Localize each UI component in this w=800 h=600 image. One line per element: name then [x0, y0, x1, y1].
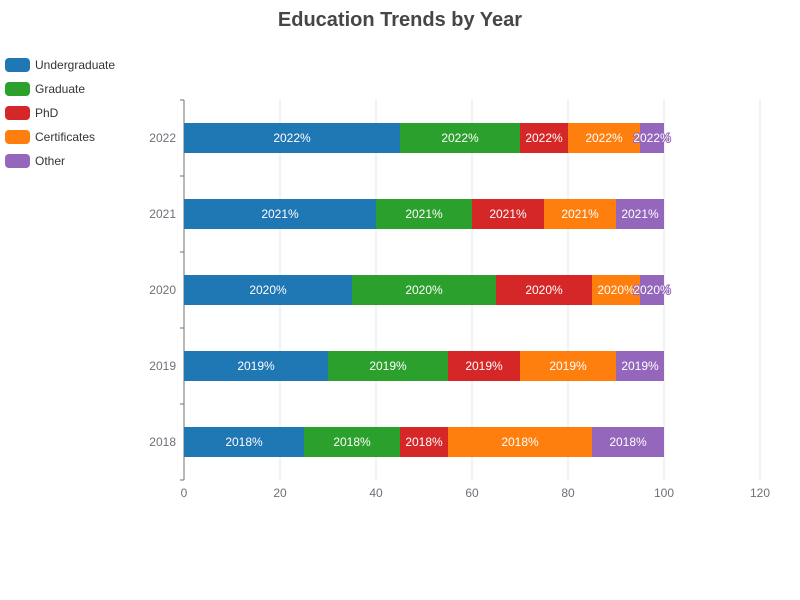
bar-segment	[304, 427, 400, 457]
data-label: 2021%	[405, 207, 443, 221]
bar-segment	[640, 123, 664, 153]
data-label: 2020%	[525, 283, 563, 297]
legend-item-certificates[interactable]: Certificates	[5, 125, 115, 149]
legend-label: Certificates	[35, 130, 96, 144]
bar-segment	[184, 351, 328, 381]
bar-segment	[184, 427, 304, 457]
x-tick-label: 0	[181, 486, 188, 500]
y-tick-label: 2019	[149, 359, 176, 373]
data-label: 2019%	[549, 359, 587, 373]
bar-segment	[184, 199, 376, 229]
bar-segment	[568, 123, 640, 153]
data-label: 2022%	[273, 131, 311, 145]
data-label: 2022%	[441, 131, 479, 145]
legend-swatch	[5, 106, 30, 120]
bar-segment	[592, 427, 664, 457]
bar-segment	[400, 123, 520, 153]
bar-segment	[520, 123, 568, 153]
data-label: 2019%	[465, 359, 503, 373]
x-tick-label: 100	[654, 486, 674, 500]
x-tick-label: 80	[561, 486, 575, 500]
data-label: 2022%	[633, 131, 671, 145]
data-label: 2018%	[609, 435, 647, 449]
legend-swatch	[5, 154, 30, 168]
legend-label: Undergraduate	[35, 58, 116, 72]
legend-item-undergraduate[interactable]: Undergraduate	[5, 53, 115, 77]
data-label: 2022%	[525, 131, 563, 145]
bar-segment	[496, 275, 592, 305]
legend-label: Other	[35, 154, 66, 168]
data-label: 2020%	[405, 283, 443, 297]
bar-segment	[616, 351, 664, 381]
data-label: 2019%	[369, 359, 407, 373]
legend-label: Graduate	[35, 82, 86, 96]
x-tick-label: 60	[465, 486, 479, 500]
data-label: 2018%	[333, 435, 371, 449]
bar-segment	[328, 351, 448, 381]
bar-segment	[376, 199, 472, 229]
data-label: 2021%	[561, 207, 599, 221]
x-tick-label: 120	[750, 486, 770, 500]
data-label: 2020%	[633, 283, 671, 297]
legend-item-graduate[interactable]: Graduate	[5, 77, 115, 101]
data-label: 2018%	[501, 435, 539, 449]
data-label: 2019%	[621, 359, 659, 373]
bar-segment	[352, 275, 496, 305]
legend-swatch	[5, 58, 30, 72]
bar-segment	[520, 351, 616, 381]
bar-segment	[448, 427, 592, 457]
legend-swatch	[5, 82, 30, 96]
bar-segment	[472, 199, 544, 229]
data-label: 2020%	[597, 283, 635, 297]
data-label: 2020%	[249, 283, 287, 297]
legend-item-phd[interactable]: PhD	[5, 101, 115, 125]
y-tick-label: 2020	[149, 283, 176, 297]
bar-segment	[184, 123, 400, 153]
data-label: 2021%	[621, 207, 659, 221]
bar-segment	[592, 275, 640, 305]
legend-swatch	[5, 130, 30, 144]
bar-segment	[544, 199, 616, 229]
chart-title: Education Trends by Year	[277, 9, 523, 31]
bar-segment	[400, 427, 448, 457]
data-label: 2019%	[237, 359, 275, 373]
legend: Undergraduate Graduate PhD Certificates …	[5, 53, 115, 173]
bar-segment	[184, 275, 352, 305]
data-label: 2021%	[261, 207, 299, 221]
y-tick-label: 2022	[149, 131, 176, 145]
bar-segment	[616, 199, 664, 229]
bar-segment	[448, 351, 520, 381]
data-label: 2018%	[225, 435, 263, 449]
bar-segment	[640, 275, 664, 305]
x-tick-label: 20	[273, 486, 287, 500]
legend-item-other[interactable]: Other	[5, 149, 115, 173]
legend-label: PhD	[35, 106, 59, 120]
data-label: 2018%	[405, 435, 443, 449]
y-tick-label: 2021	[149, 207, 176, 221]
data-label: 2021%	[489, 207, 527, 221]
data-label: 2022%	[585, 131, 623, 145]
x-tick-label: 40	[369, 486, 383, 500]
y-tick-label: 2018	[149, 435, 176, 449]
